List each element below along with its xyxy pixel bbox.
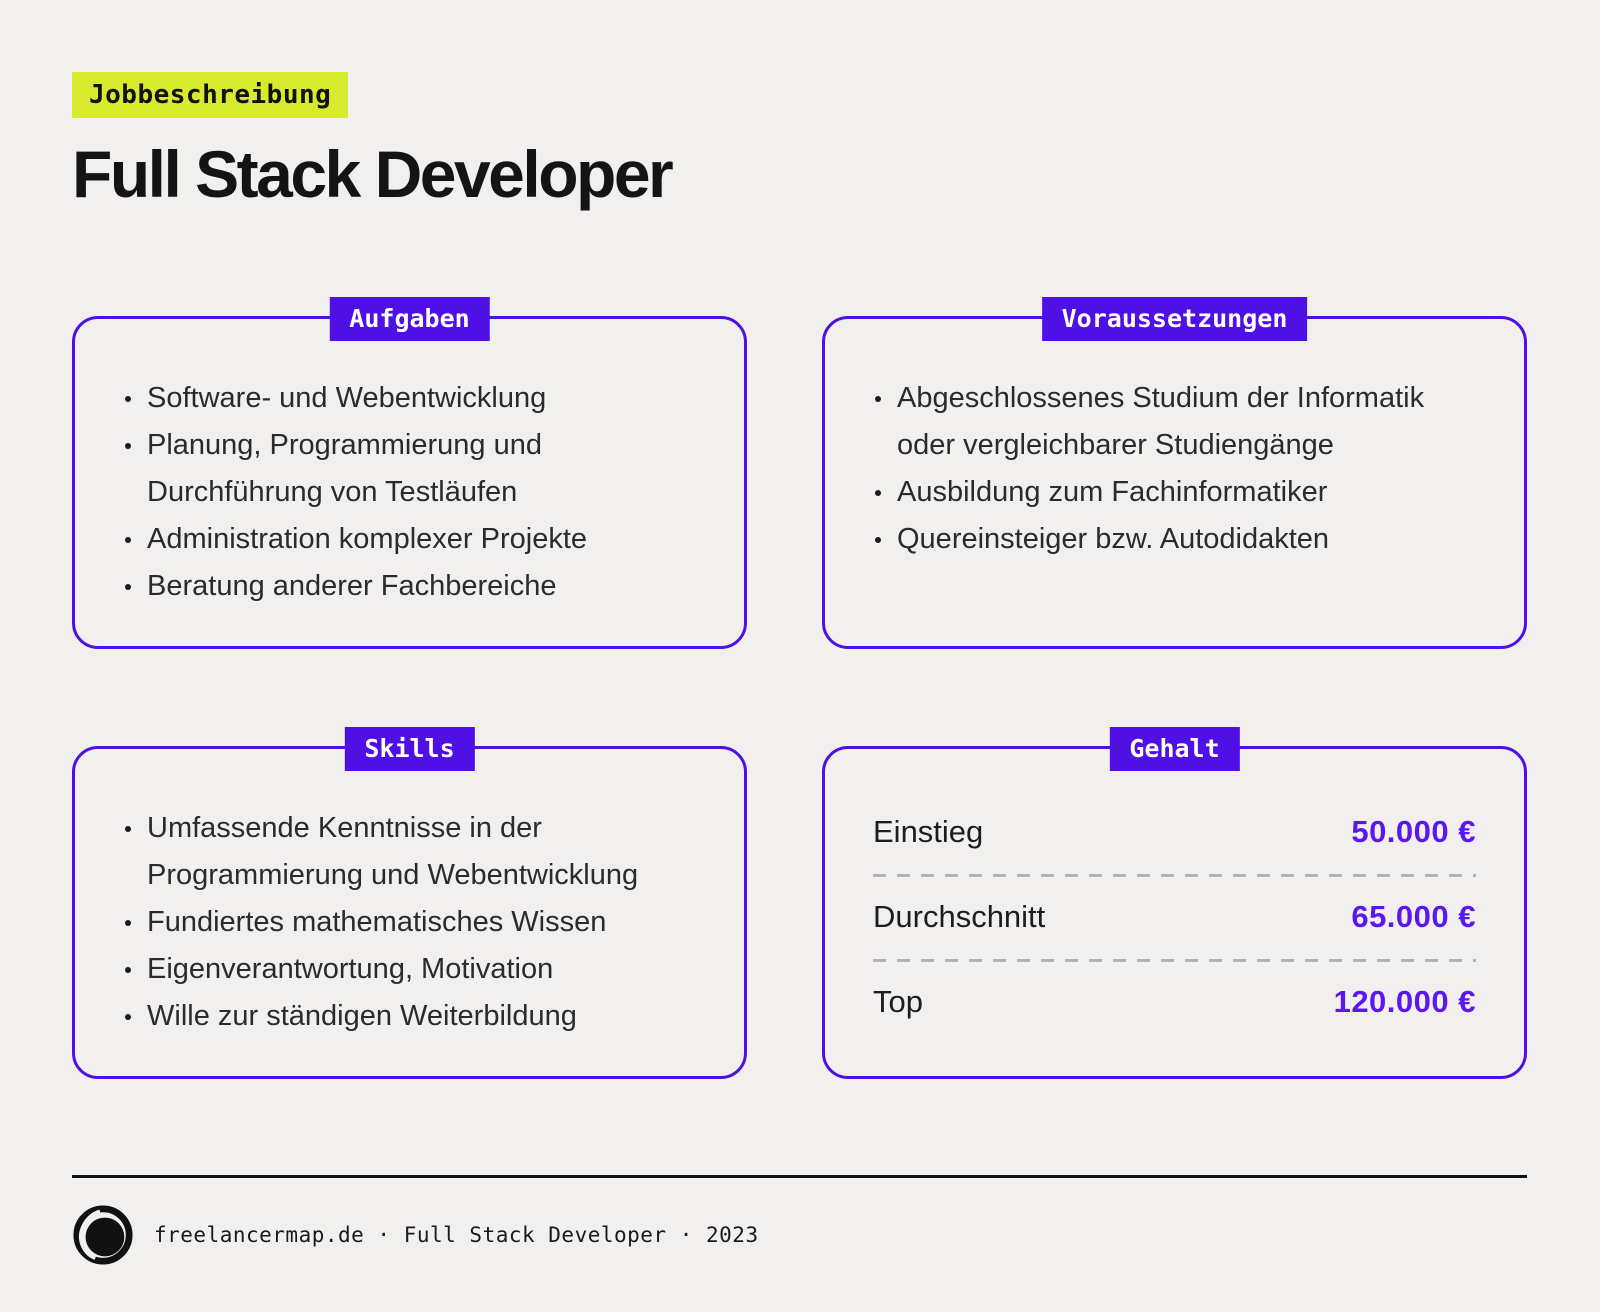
- list-item: Software- und Webentwicklung: [123, 375, 688, 422]
- salary-label: Top: [873, 983, 923, 1019]
- salary-label: Einstieg: [873, 813, 984, 849]
- salary-row: Top 120.000 €: [873, 959, 1476, 1044]
- list-item: Umfassende Kenntnisse in der Programmier…: [123, 805, 688, 899]
- list-item-text: Wille zur ständigen Weiterbildung: [147, 1000, 577, 1032]
- list-item-text: Eigenverantwortung, Motivation: [147, 953, 554, 985]
- list-item-text: Beratung anderer Fachbereiche: [147, 570, 557, 602]
- card-voraussetzungen: Voraussetzungen Abgeschlossenes Studium …: [822, 297, 1527, 649]
- page-title: Full Stack Developer: [72, 137, 674, 211]
- card-gehalt: Gehalt Einstieg 50.000 € Durchschnitt 65…: [822, 727, 1527, 1079]
- footer-divider: [72, 1175, 1527, 1178]
- list-item: Beratung anderer Fachbereiche: [123, 563, 688, 610]
- freelancermap-logo-icon: [73, 1205, 133, 1265]
- bullet-icon: [125, 443, 131, 449]
- list-item-text: Umfassende Kenntnisse in der Programmier…: [147, 812, 639, 891]
- list-item: Ausbildung zum Fachinformatiker: [873, 469, 1468, 516]
- list-item-text: Quereinsteiger bzw. Autodidakten: [897, 523, 1330, 555]
- voraussetzungen-list: Abgeschlossenes Studium der Informatik o…: [873, 375, 1468, 563]
- footer-row: freelancermap.de · Full Stack Developer …: [72, 1204, 1527, 1266]
- list-item-text: Software- und Webentwicklung: [147, 382, 547, 414]
- bullet-icon: [875, 396, 881, 402]
- list-item-text: Ausbildung zum Fachinformatiker: [897, 476, 1328, 508]
- header: Jobbeschreibung Full Stack Developer: [72, 72, 1527, 212]
- salary-row: Durchschnitt 65.000 €: [873, 874, 1476, 959]
- bullet-icon: [125, 920, 131, 926]
- list-item: Eigenverantwortung, Motivation: [123, 946, 688, 993]
- salary-value: 120.000 €: [1333, 983, 1476, 1019]
- kicker-badge: Jobbeschreibung: [72, 72, 349, 118]
- gehalt-badge: Gehalt: [1109, 727, 1240, 771]
- bullet-icon: [875, 490, 881, 496]
- list-item: Wille zur ständigen Weiterbildung: [123, 993, 688, 1040]
- bullet-icon: [125, 967, 131, 973]
- aufgaben-badge: Aufgaben: [329, 297, 490, 341]
- card-aufgaben: Aufgaben Software- und Webentwicklung Pl…: [72, 297, 747, 649]
- list-item: Abgeschlossenes Studium der Informatik o…: [873, 375, 1468, 469]
- bullet-icon: [125, 1014, 131, 1020]
- bullet-icon: [125, 537, 131, 543]
- salary-rows: Einstieg 50.000 € Durchschnitt 65.000 € …: [873, 789, 1476, 1044]
- skills-badge: Skills: [344, 727, 475, 771]
- list-item: Planung, Programmierung und Durchführung…: [123, 422, 688, 516]
- bullet-icon: [125, 826, 131, 832]
- bullet-icon: [125, 584, 131, 590]
- salary-value: 50.000 €: [1351, 813, 1476, 849]
- footer: freelancermap.de · Full Stack Developer …: [72, 1175, 1527, 1266]
- list-item-text: Planung, Programmierung und Durchführung…: [147, 429, 542, 508]
- list-item: Fundiertes mathematisches Wissen: [123, 899, 688, 946]
- bullet-icon: [125, 396, 131, 402]
- salary-value: 65.000 €: [1351, 898, 1476, 934]
- salary-label: Durchschnitt: [873, 898, 1046, 934]
- list-item-text: Administration komplexer Projekte: [147, 523, 588, 555]
- salary-row: Einstieg 50.000 €: [873, 789, 1476, 874]
- list-item: Quereinsteiger bzw. Autodidakten: [873, 516, 1468, 563]
- list-item: Administration komplexer Projekte: [123, 516, 688, 563]
- card-skills: Skills Umfassende Kenntnisse in der Prog…: [72, 727, 747, 1079]
- aufgaben-list: Software- und Webentwicklung Planung, Pr…: [123, 375, 688, 610]
- voraussetzungen-badge: Voraussetzungen: [1041, 297, 1308, 341]
- bullet-icon: [875, 537, 881, 543]
- footer-text: freelancermap.de · Full Stack Developer …: [154, 1223, 759, 1247]
- list-item-text: Abgeschlossenes Studium der Informatik o…: [897, 382, 1425, 461]
- skills-list: Umfassende Kenntnisse in der Programmier…: [123, 805, 688, 1040]
- list-item-text: Fundiertes mathematisches Wissen: [147, 906, 607, 938]
- cards-grid: Aufgaben Software- und Webentwicklung Pl…: [72, 297, 1527, 1079]
